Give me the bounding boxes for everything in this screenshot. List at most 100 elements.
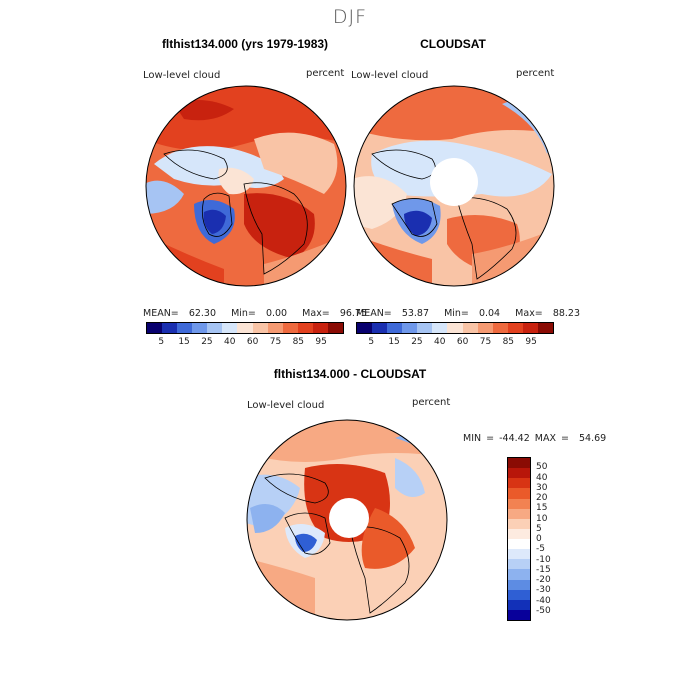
left-max-value: 96.75 (339, 308, 368, 319)
diff-colorbar-swatch (508, 508, 530, 519)
diff-colorbar-tick-label: 50 (536, 462, 548, 473)
left-colorbar-swatch (192, 323, 208, 333)
left-colorbar-swatch (312, 323, 328, 333)
diff-colorbar-tick-label: -10 (536, 554, 551, 565)
diff-min-value: -44.42 (499, 433, 530, 444)
diff-colorbar-tick-label: -30 (536, 585, 551, 596)
diff-colorbar-swatch (508, 539, 530, 550)
right-colorbar-swatch (447, 323, 463, 333)
right-max-value: 88.23 (552, 308, 581, 319)
diff-colorbar-swatch (508, 458, 530, 469)
diff-colorbar-swatch (508, 488, 530, 499)
diff-colorbar-swatch (508, 579, 530, 590)
right-mean-label: MEAN= (356, 308, 392, 319)
left-colorbar (146, 322, 344, 334)
diff-colorbar-tick-label: 15 (536, 503, 548, 514)
right-colorbar-swatch (537, 323, 554, 333)
diff-stats: MIN = -44.42 MAX = 54.69 (463, 433, 606, 444)
diff-colorbar-tick-label: -15 (536, 564, 551, 575)
left-colorbar-swatch (207, 323, 223, 333)
diff-colorbar-swatch (508, 609, 530, 620)
diff-colorbar (507, 457, 531, 621)
diff-colorbar-tick-label: -40 (536, 595, 551, 606)
right-colorbar-tick-label: 25 (411, 337, 423, 347)
diff-units-label: percent (412, 397, 451, 408)
diff-max-label: MAX = (534, 433, 569, 444)
right-min-label: Min= (444, 308, 469, 319)
right-colorbar-swatch (522, 323, 538, 333)
left-colorbar-swatch (267, 323, 283, 333)
right-colorbar-swatch (417, 323, 433, 333)
left-variable-label: Low-level cloud (143, 70, 221, 81)
diff-colorbar-tick-label: 20 (536, 493, 548, 503)
figure-title: DJF (332, 6, 368, 28)
diff-colorbar-swatch (508, 559, 530, 570)
left-colorbar-swatch (162, 323, 178, 333)
left-mean-value: 62.30 (188, 308, 217, 319)
left-max-label: Max= (302, 308, 330, 319)
right-variable-label: Low-level cloud (351, 70, 429, 81)
left-mean-label: MEAN= (143, 308, 179, 319)
left-colorbar-tick-label: 40 (224, 337, 236, 347)
diff-colorbar-ticks: 50 40 30 20 15 10 5 0 -5 -10 -15 -20 -30 -40 -50 (536, 457, 576, 621)
diff-colorbar-tick-label: 10 (536, 513, 548, 524)
diff-colorbar-tick-label: 5 (536, 523, 542, 534)
diff-colorbar-swatch (508, 528, 530, 539)
right-colorbar-swatch (507, 323, 523, 333)
left-colorbar-swatch (222, 323, 238, 333)
right-colorbar-tick-label: 95 (525, 337, 537, 347)
diff-colorbar-swatch (508, 518, 530, 529)
diff-colorbar-tick-label: 30 (536, 482, 548, 493)
left-colorbar-tick-label: 60 (246, 337, 259, 347)
right-colorbar-tick-label: 60 (456, 337, 469, 347)
left-colorbar-tick-label: 25 (201, 337, 213, 347)
left-colorbar-tick-label: 95 (315, 337, 327, 347)
diff-colorbar-swatch (508, 468, 530, 479)
right-mean-value: 53.87 (401, 308, 430, 319)
right-colorbar-tick-label: 15 (388, 337, 400, 347)
left-min-label: Min= (231, 308, 256, 319)
left-colorbar-swatch (252, 323, 268, 333)
left-colorbar-ticks: 5 15 25 40 60 75 85 95 (146, 337, 344, 349)
right-colorbar-swatch (402, 323, 418, 333)
right-colorbar-tick-label: 75 (479, 337, 492, 347)
left-colorbar-swatch (282, 323, 298, 333)
diff-colorbar-swatch (508, 549, 530, 560)
right-panel-title: CLOUDSAT (420, 37, 486, 51)
right-colorbar-tick-label: 85 (502, 337, 515, 347)
right-stats: MEAN= 53.87 Min= 0.04 Max= 88.23 (356, 308, 580, 319)
left-colorbar-tick-label: 5 (158, 337, 165, 347)
right-colorbar-swatch (492, 323, 508, 333)
diff-colorbar-tick-label: -50 (536, 605, 551, 616)
left-min-value: 0.00 (265, 308, 288, 319)
right-max-label: Max= (515, 308, 543, 319)
right-colorbar-ticks: 5 15 25 40 60 75 85 95 (356, 337, 554, 349)
diff-max-value: 54.69 (579, 433, 607, 444)
diff-colorbar-swatch (508, 498, 530, 509)
left-colorbar-tick-label: 85 (292, 337, 305, 347)
right-polar-map (353, 85, 555, 287)
left-colorbar-tick-label: 15 (178, 337, 190, 347)
diff-colorbar-swatch (508, 569, 530, 580)
right-colorbar-swatch (432, 323, 448, 333)
diff-colorbar-tick-label: -5 (536, 544, 545, 555)
right-colorbar-swatch (477, 323, 493, 333)
left-colorbar-swatch (237, 323, 253, 333)
left-stats: MEAN= 62.30 Min= 0.00 Max= 96.75 (143, 308, 367, 319)
left-colorbar-swatch (147, 323, 163, 333)
right-colorbar-tick-label: 5 (368, 337, 375, 347)
right-colorbar-swatch (357, 323, 373, 333)
diff-min-label: MIN = (463, 433, 495, 444)
left-colorbar-swatch (177, 323, 193, 333)
right-colorbar-tick-label: 40 (434, 337, 446, 347)
right-min-value: 0.04 (478, 308, 501, 319)
left-colorbar-swatch (327, 323, 344, 333)
diff-colorbar-tick-label: -20 (536, 575, 551, 585)
left-colorbar-tick-label: 75 (269, 337, 282, 347)
right-colorbar-swatch (387, 323, 403, 333)
left-colorbar-swatch (297, 323, 313, 333)
diff-colorbar-swatch (508, 589, 530, 600)
right-colorbar (356, 322, 554, 334)
right-units-label: percent (516, 68, 555, 79)
